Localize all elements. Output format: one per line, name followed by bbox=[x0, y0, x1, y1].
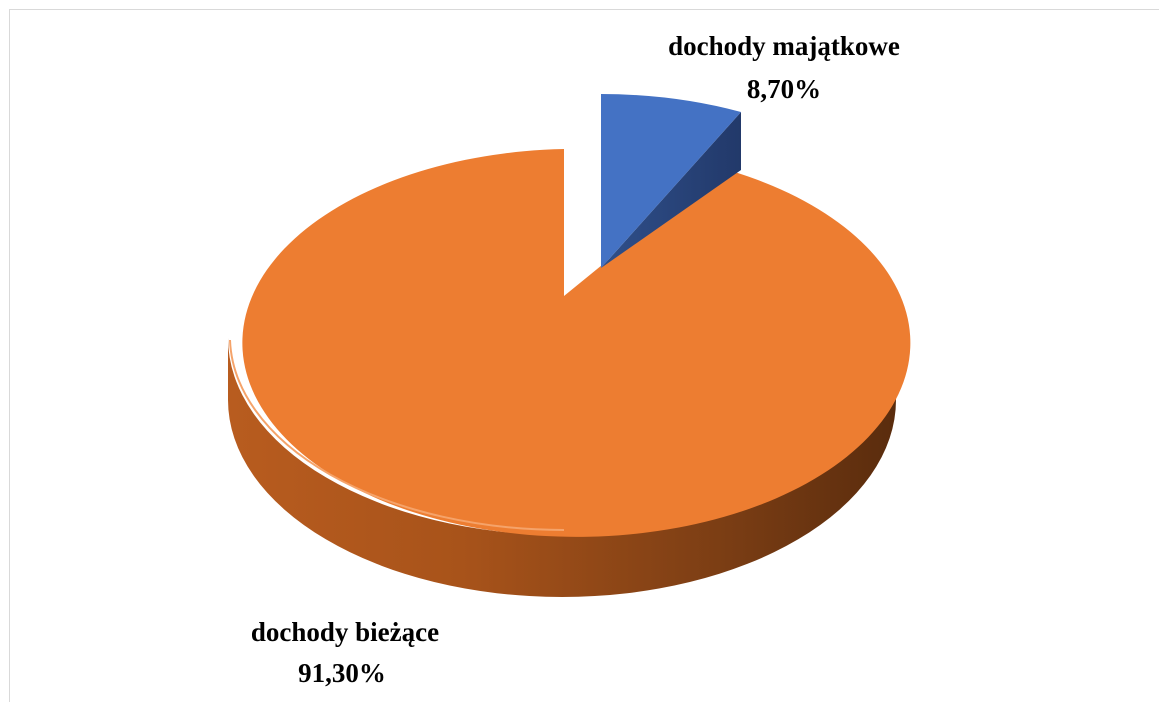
label-dochody-biezace-value: 91,30% bbox=[298, 658, 386, 688]
slice-top-highlight bbox=[229, 339, 565, 531]
label-dochody-majatkowe-name: dochody majątkowe bbox=[668, 31, 900, 61]
label-dochody-majatkowe-value: 8,70% bbox=[747, 74, 821, 104]
slice-dochody-biezace bbox=[242, 149, 911, 537]
slice-dochody-majatkowe bbox=[601, 94, 741, 268]
label-dochody-biezace-name: dochody bieżące bbox=[251, 617, 439, 647]
slice-side-dochody-biezace bbox=[228, 338, 896, 597]
